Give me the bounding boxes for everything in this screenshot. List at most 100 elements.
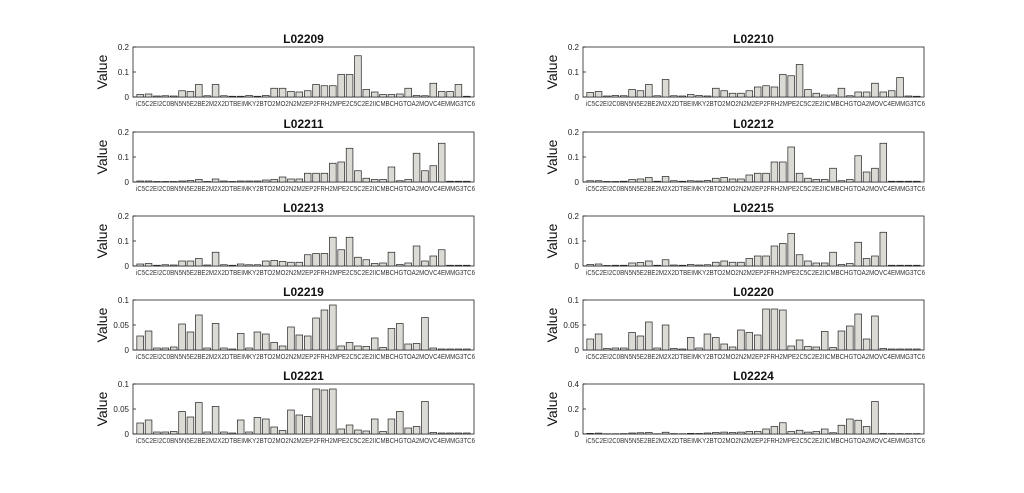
bar xyxy=(595,334,602,350)
y-axis-label: Value xyxy=(544,307,560,342)
bar xyxy=(846,326,853,350)
bar xyxy=(447,265,454,266)
bar xyxy=(838,331,845,350)
bar xyxy=(913,349,920,350)
bar xyxy=(763,173,770,182)
bar xyxy=(388,252,395,266)
bar xyxy=(279,346,286,350)
bar xyxy=(595,433,602,434)
bar xyxy=(645,433,652,435)
bar xyxy=(779,244,786,267)
y-tick-label: 0 xyxy=(575,93,580,102)
bar xyxy=(763,256,770,266)
bar xyxy=(187,261,194,266)
y-tick-label: 0.1 xyxy=(568,237,580,246)
bar xyxy=(279,262,286,267)
bar xyxy=(212,179,219,182)
bar xyxy=(321,86,328,97)
bar xyxy=(237,96,244,97)
bar xyxy=(455,181,462,182)
bar xyxy=(346,237,353,266)
y-tick-label: 0.1 xyxy=(118,68,130,77)
y-tick-label: 0.2 xyxy=(568,43,580,52)
bar xyxy=(637,263,644,267)
bar xyxy=(821,332,828,351)
bar xyxy=(662,80,669,98)
bar xyxy=(321,310,328,350)
bar xyxy=(463,349,470,350)
bar xyxy=(738,93,745,97)
bar xyxy=(405,88,412,97)
y-tick-label: 0.1 xyxy=(118,296,130,305)
bar xyxy=(604,182,611,183)
bar xyxy=(170,265,177,266)
bar xyxy=(455,433,462,434)
bar xyxy=(363,90,370,98)
bar xyxy=(645,261,652,266)
bar xyxy=(463,433,470,434)
bar xyxy=(779,75,786,98)
y-axis-label: Value xyxy=(544,139,560,174)
bar xyxy=(830,252,837,266)
bar xyxy=(413,246,420,266)
bar xyxy=(729,433,736,435)
bar xyxy=(455,349,462,350)
bar xyxy=(662,177,669,183)
subplot-L02212: L02212Value00.10.2iC5C2EI2C0BN5N5E2BE2M2… xyxy=(544,117,925,193)
bar xyxy=(321,254,328,267)
subplot-L02215: L02215Value00.10.2iC5C2EI2C0BN5N5E2BE2M2… xyxy=(544,201,925,277)
bar xyxy=(346,343,353,351)
y-tick-label: 0 xyxy=(125,93,130,102)
bar xyxy=(254,181,261,182)
y-tick-label: 0.2 xyxy=(118,128,130,137)
bar xyxy=(897,265,904,266)
bar xyxy=(821,429,828,434)
bar xyxy=(204,265,211,266)
bar xyxy=(422,402,429,435)
bar xyxy=(288,92,295,98)
bar xyxy=(430,83,437,97)
bar xyxy=(788,432,795,435)
bar xyxy=(704,181,711,183)
bar xyxy=(396,324,403,351)
bar xyxy=(612,265,619,266)
bar xyxy=(729,347,736,350)
bar xyxy=(629,433,636,434)
bar xyxy=(154,265,161,266)
bar xyxy=(721,91,728,97)
bar xyxy=(662,260,669,266)
subplot-title: L02212 xyxy=(733,117,774,131)
bar xyxy=(438,250,445,266)
bar xyxy=(447,181,454,182)
bar xyxy=(687,181,694,182)
bar xyxy=(338,250,345,266)
bar xyxy=(304,336,311,350)
bar xyxy=(204,182,211,183)
bar xyxy=(187,417,194,434)
subplot-title: L02215 xyxy=(733,201,774,215)
bar xyxy=(229,182,236,183)
bar xyxy=(438,92,445,98)
bar xyxy=(262,96,269,98)
bar xyxy=(154,96,161,97)
bar xyxy=(313,254,320,267)
bar xyxy=(355,430,362,434)
bar xyxy=(587,265,594,267)
bar xyxy=(380,348,387,351)
bar xyxy=(763,86,770,97)
bar xyxy=(805,90,812,98)
bar xyxy=(229,433,236,434)
bar xyxy=(438,349,445,350)
bar xyxy=(355,171,362,182)
bar xyxy=(905,265,912,266)
bar xyxy=(422,261,429,266)
bar xyxy=(304,255,311,266)
bar xyxy=(405,263,412,266)
bar xyxy=(897,181,904,182)
x-tick-labels: iC5C2EI2C0BN5N5E2BE2M2X2DTBEIMKY2BTO2MO2… xyxy=(586,352,925,361)
bar xyxy=(221,265,228,266)
bar xyxy=(371,338,378,350)
y-tick-label: 0.2 xyxy=(118,212,130,221)
bar xyxy=(905,96,912,97)
